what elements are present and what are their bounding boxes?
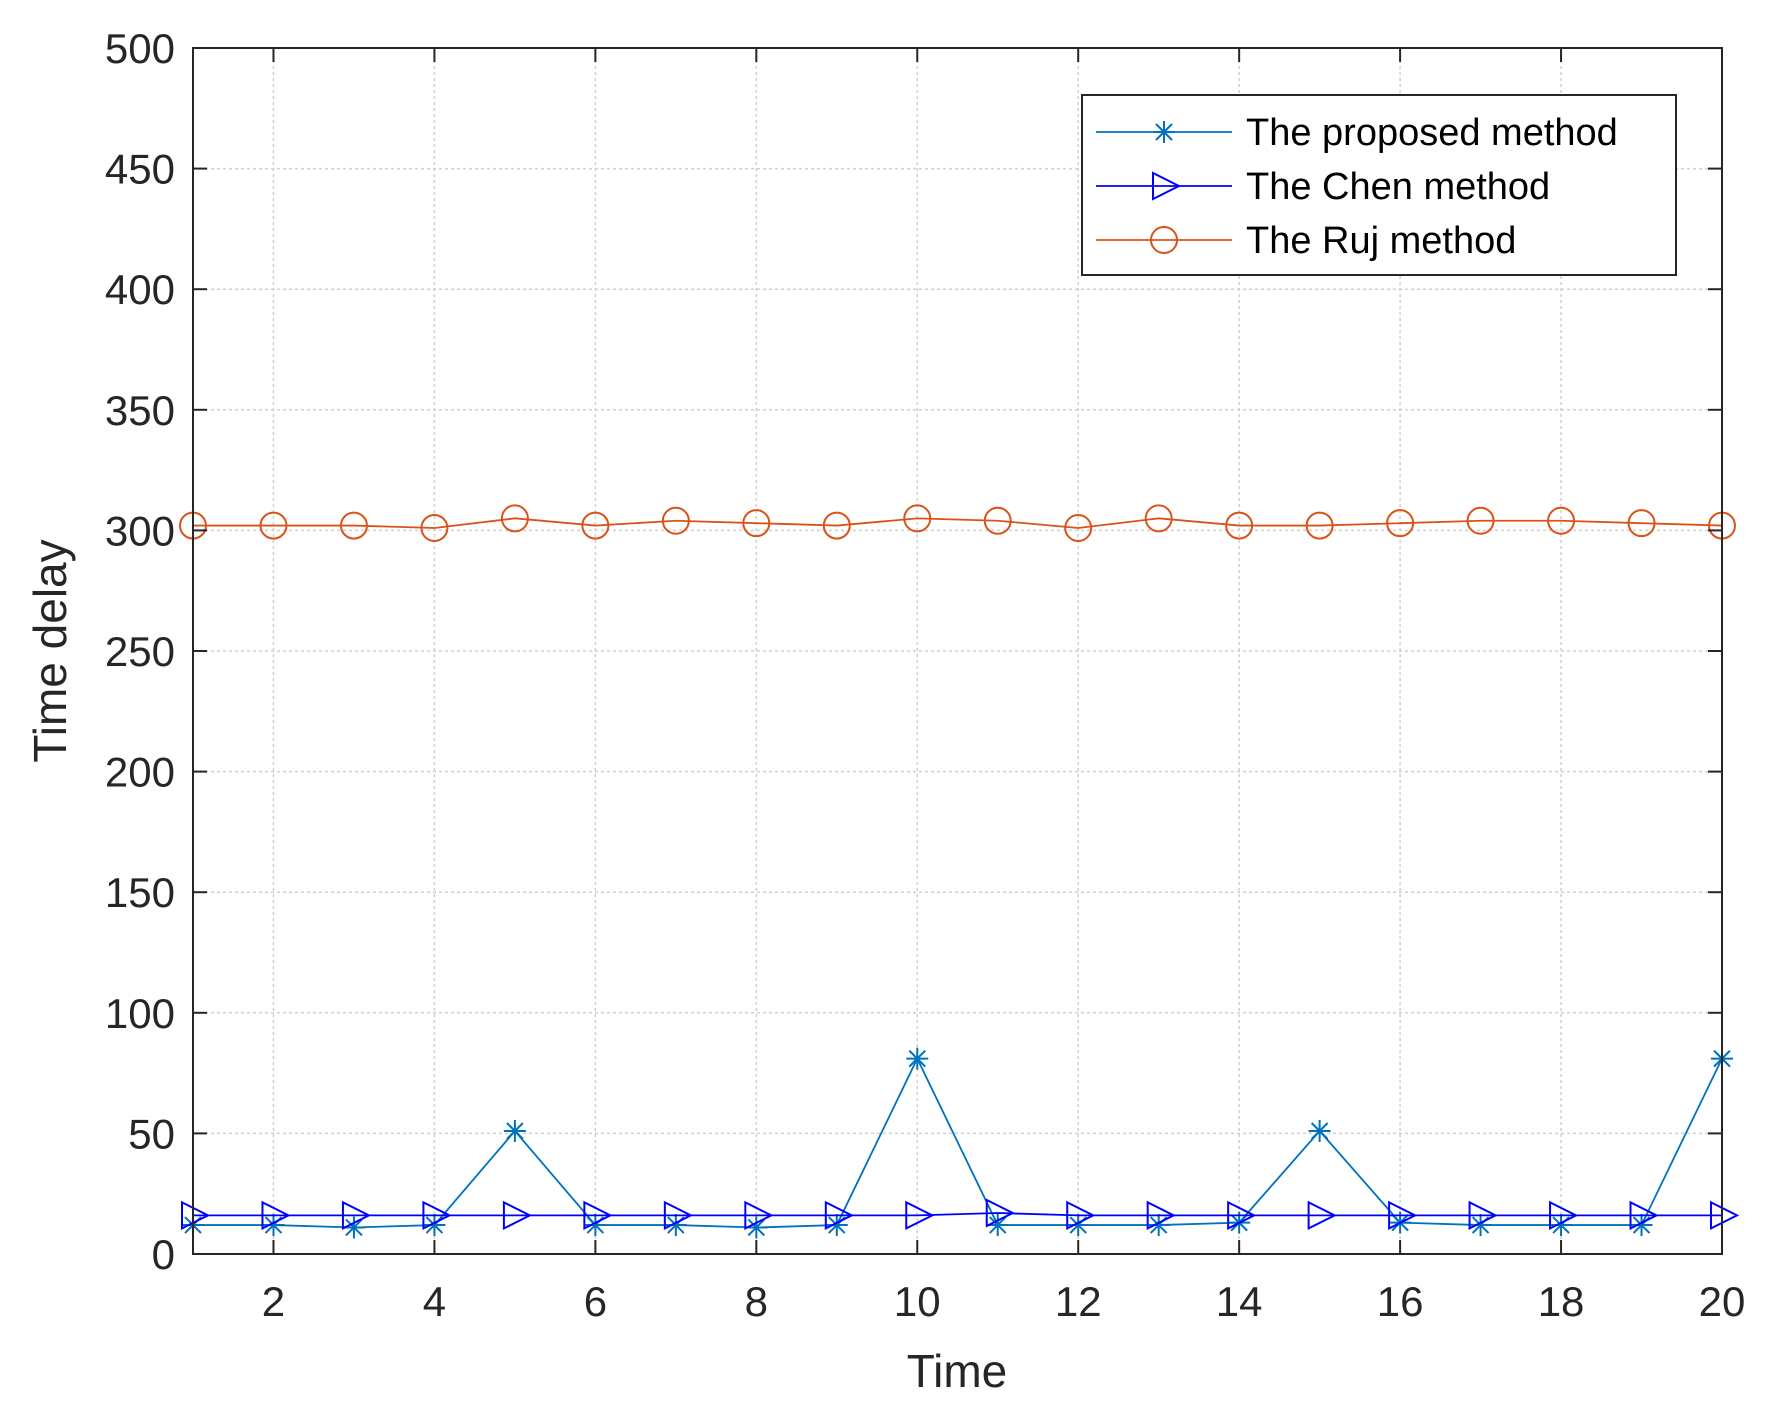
- legend-entries: The proposed method The Chen method The Ru…: [1096, 112, 1618, 262]
- x-tick-label: 4: [423, 1278, 446, 1325]
- x-tick-label: 2: [262, 1278, 285, 1325]
- data-point: [262, 1214, 285, 1237]
- data-point: [663, 1200, 694, 1231]
- data-point: [1466, 506, 1495, 535]
- data-point: [1066, 1200, 1096, 1231]
- data-point: [181, 1200, 211, 1231]
- y-tick-label: 500: [105, 25, 175, 72]
- y-tick-label: 50: [128, 1110, 175, 1157]
- data-point: [583, 1200, 613, 1231]
- x-tick-label: 18: [1538, 1278, 1585, 1325]
- data-point: [744, 1200, 774, 1231]
- data-point: [422, 1200, 452, 1231]
- legend-entry: The Chen method: [1096, 166, 1550, 208]
- x-tick-labels: 2 4 6 8 10 12 14 16 18 20: [262, 1278, 1746, 1325]
- data-point: [503, 1119, 526, 1142]
- y-tick-label: 150: [105, 869, 175, 916]
- data-point: [1146, 1200, 1176, 1231]
- x-tick-label: 14: [1216, 1278, 1263, 1325]
- data-point: [1388, 1200, 1418, 1231]
- data-point: [1386, 509, 1415, 538]
- data-point: [983, 506, 1012, 535]
- legend-label: The Chen method: [1246, 166, 1550, 208]
- x-tick-label: 8: [745, 1278, 768, 1325]
- data-point: [581, 511, 610, 540]
- series-2: [181, 1198, 1740, 1231]
- x-axis-label: Time: [907, 1345, 1008, 1397]
- data-point: [261, 1200, 291, 1231]
- y-tick-label: 300: [105, 507, 175, 554]
- x-tick-label: 10: [894, 1278, 941, 1325]
- data-point: [1550, 1214, 1573, 1237]
- data-point: [824, 1200, 855, 1231]
- data-point: [502, 1200, 533, 1231]
- legend: The proposed method The Chen method The Ru…: [1081, 94, 1677, 276]
- legend-marker: [1150, 226, 1178, 254]
- data-point: [905, 1200, 935, 1231]
- data-point: [1710, 1200, 1740, 1231]
- data-point: [1305, 511, 1334, 540]
- legend-entry: The proposed method: [1096, 112, 1618, 154]
- legend-entry: The Ruj method: [1096, 220, 1516, 262]
- data-point: [1064, 513, 1093, 542]
- x-tick-label: 12: [1055, 1278, 1102, 1325]
- data-point: [1307, 1200, 1337, 1231]
- y-tick-label: 100: [105, 990, 175, 1037]
- data-point: [1144, 504, 1173, 533]
- data-point: [742, 509, 771, 538]
- legend-marker: [1152, 171, 1182, 201]
- x-tick-label: 16: [1377, 1278, 1424, 1325]
- data-point: [903, 504, 932, 533]
- data-point: [1147, 1214, 1170, 1237]
- data-point: [1227, 1200, 1257, 1231]
- x-tick-label: 6: [584, 1278, 607, 1325]
- data-point: [500, 504, 529, 533]
- data-point: [986, 1214, 1009, 1237]
- y-tick-label: 450: [105, 146, 175, 193]
- data-point: [1468, 1200, 1498, 1231]
- data-point: [1067, 1214, 1090, 1237]
- data-point: [745, 1216, 768, 1239]
- series-layer: [179, 504, 1740, 1239]
- data-point: [339, 511, 368, 540]
- data-point: [1629, 1200, 1659, 1231]
- y-tick-label: 350: [105, 387, 175, 434]
- data-point: [1469, 1214, 1492, 1237]
- series-line: [193, 1056, 1723, 1229]
- legend-label: The proposed method: [1246, 112, 1618, 154]
- data-point: [1547, 506, 1576, 535]
- legend-label: The Ruj method: [1246, 220, 1516, 262]
- legend-marker: [1153, 121, 1175, 143]
- data-point: [822, 511, 851, 540]
- data-point: [341, 1200, 372, 1231]
- data-point: [423, 1214, 446, 1237]
- y-axis-label: Time delay: [24, 539, 76, 762]
- data-point: [1308, 1119, 1331, 1142]
- x-tick-label: 20: [1699, 1278, 1746, 1325]
- data-point: [420, 513, 449, 542]
- legend-box: [1081, 94, 1677, 276]
- data-point: [1630, 1214, 1653, 1237]
- data-point: [1627, 509, 1656, 538]
- data-point: [1549, 1200, 1579, 1231]
- y-tick-label: 200: [105, 749, 175, 796]
- grid-lines: [193, 48, 1722, 1254]
- data-point: [664, 1214, 687, 1237]
- data-point: [1225, 511, 1254, 540]
- y-tick-label: 400: [105, 266, 175, 313]
- data-point: [661, 506, 690, 535]
- data-point: [985, 1198, 1015, 1228]
- data-point: [825, 1214, 848, 1237]
- data-point: [906, 1047, 929, 1070]
- y-tick-label: 250: [105, 628, 175, 675]
- y-tick-labels: 0 50 100 150 200 250 300 350 400 450 500: [105, 25, 175, 1278]
- series-3: [179, 504, 1736, 542]
- data-point: [259, 511, 288, 540]
- data-point: [584, 1214, 607, 1237]
- axis-ticks: [193, 47, 1723, 1255]
- y-tick-label: 0: [152, 1231, 175, 1278]
